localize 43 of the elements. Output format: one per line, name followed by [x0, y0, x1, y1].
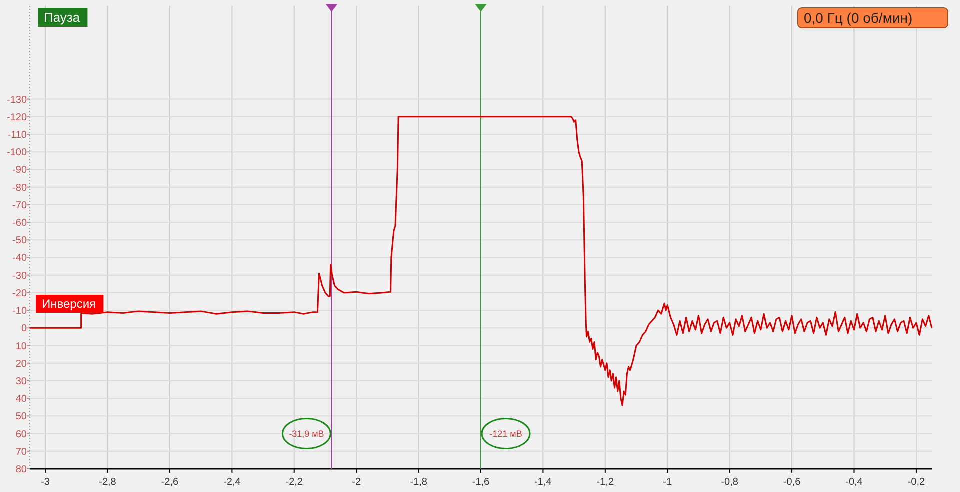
ref-line-label: -121 мВ	[490, 428, 522, 439]
annotation: Пауза	[44, 10, 81, 25]
y-tick-label: 10	[16, 341, 28, 352]
x-tick-label: -2,6	[161, 477, 180, 488]
y-tick-label: -40	[12, 253, 28, 264]
y-tick-label: 50	[16, 412, 28, 423]
y-tick-label: -120	[6, 112, 28, 124]
y-tick-label: 30	[16, 376, 28, 388]
x-tick-label: -1,4	[534, 477, 552, 488]
x-tick-label: -2,8	[99, 477, 117, 488]
y-tick-label: -60	[12, 218, 28, 230]
annotation: Инверсия	[42, 297, 96, 311]
y-tick-label: -10	[12, 306, 28, 318]
y-tick-label: 20	[16, 358, 28, 370]
y-tick-label: -100	[6, 148, 28, 159]
x-tick-label: -1,8	[410, 477, 428, 488]
x-tick-label: -2	[352, 477, 362, 488]
y-tick-label: -70	[12, 200, 28, 212]
y-tick-label: -110	[8, 130, 28, 142]
ref-line-label: -31,9 мВ	[289, 428, 324, 439]
x-tick-label: -0,2	[908, 477, 926, 488]
y-tick-label: -30	[12, 270, 28, 282]
y-tick-label: 0	[21, 324, 28, 335]
y-tick-label: -90	[12, 165, 28, 176]
y-tick-label: -50	[12, 236, 28, 247]
x-tick-label: -1,2	[596, 477, 614, 488]
y-tick-label: -20	[12, 288, 28, 300]
y-tick-label: 70	[16, 446, 28, 458]
y-tick-label: -80	[12, 182, 28, 194]
line-series	[29, 116, 933, 406]
x-tick-label: -0,4	[846, 477, 864, 488]
y-tick-label: -130	[6, 94, 28, 106]
x-tick-label: -0,6	[783, 477, 802, 488]
x-tick-label: -1,6	[472, 477, 490, 488]
x-tick-label: -2,4	[224, 477, 242, 488]
y-tick-label: 60	[16, 429, 28, 440]
x-tick-label: -3	[41, 477, 50, 488]
x-tick-label: -1	[663, 477, 672, 488]
annotation: 0,0 Гц (0 об/мин)	[804, 10, 913, 26]
y-tick-label: 40	[16, 394, 28, 406]
y-tick-label: 80	[16, 464, 28, 476]
x-tick-label: -0,8	[721, 477, 739, 488]
x-tick-label: -2,2	[286, 477, 304, 488]
